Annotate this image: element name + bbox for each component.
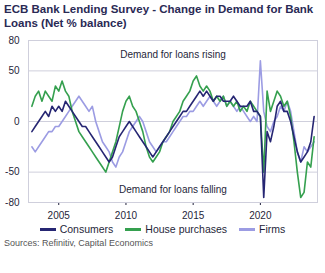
html-text:House purchases: House purchases <box>145 223 228 235</box>
svg-text:Demand for loans rising: Demand for loans rising <box>120 49 226 60</box>
svg-text:Demand for loans falling: Demand for loans falling <box>119 184 227 195</box>
html-text:Sources: Refinitiv, Capital Ec: Sources: Refinitiv, Capital Economics <box>4 238 153 248</box>
svg-text:-80: -80 <box>5 197 20 208</box>
svg-text:-50: -50 <box>5 166 20 177</box>
svg-text:80: 80 <box>8 35 20 46</box>
svg-text:50: 50 <box>8 65 20 76</box>
html-text:Firms: Firms <box>259 223 286 235</box>
svg-text:0: 0 <box>14 116 20 127</box>
svg-text:2010: 2010 <box>115 210 138 221</box>
svg-text:2015: 2015 <box>182 210 205 221</box>
html-text:ECB Bank Lending Survey - Chan: ECB Bank Lending Survey - Change in Dema… <box>4 3 314 29</box>
svg-text:2005: 2005 <box>48 210 71 221</box>
html-text:Consumers: Consumers <box>59 223 114 235</box>
svg-text:2020: 2020 <box>249 210 272 221</box>
